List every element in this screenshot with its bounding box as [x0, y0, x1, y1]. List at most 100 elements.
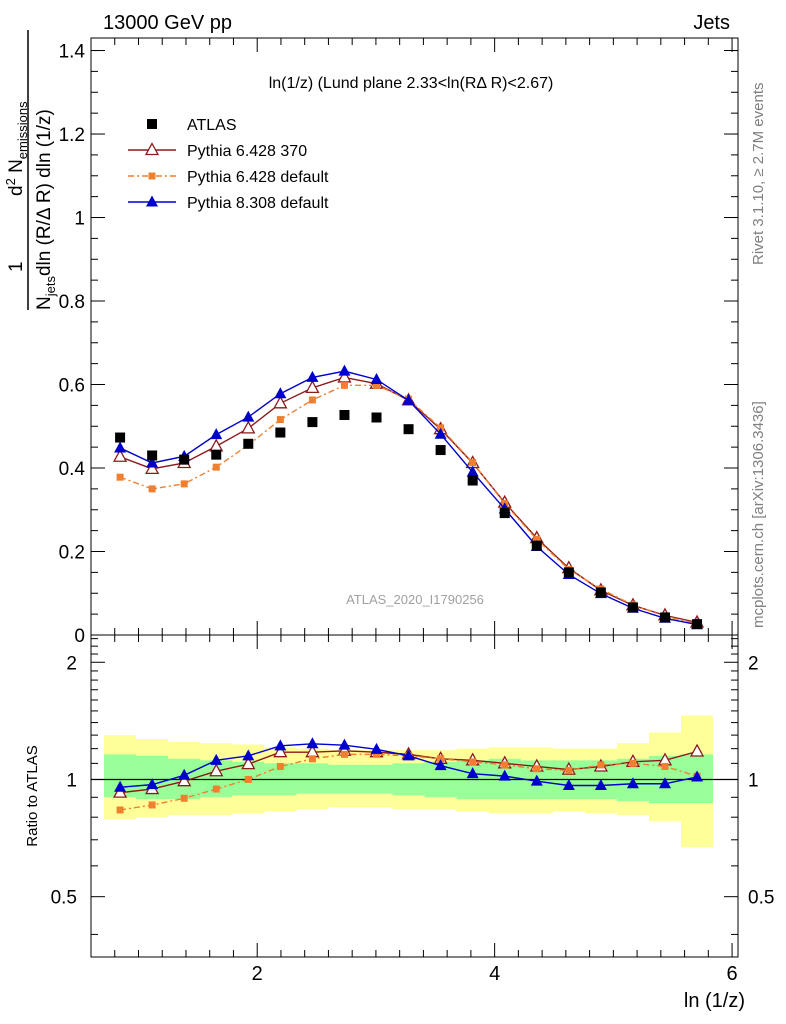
pythia8-point [114, 441, 127, 453]
pythia8-point [530, 774, 543, 786]
atlas-data-point [659, 612, 670, 623]
pythia8-point [658, 777, 671, 789]
pythia6-default-point [437, 755, 445, 763]
pythia6-default-point [116, 806, 124, 814]
atlas-data-point [243, 438, 254, 449]
pythia6-default-point [661, 762, 669, 770]
ratio-y-axis-label: Ratio to ATLAS [24, 745, 41, 846]
atlas-data-point [531, 540, 542, 551]
y-tick-label: 1.2 [59, 125, 85, 146]
pythia8-point [210, 753, 223, 765]
pythia6-default-point [469, 459, 477, 467]
series-pythia-8-308-default [114, 364, 704, 630]
pythia6-default-point [276, 416, 284, 424]
pythia6-default-point [308, 396, 316, 404]
y-axis-label: 1 Njetsdln (R/Δ R) dln (1/z) d2 Nemissio… [3, 30, 58, 310]
pythia8-point [691, 770, 704, 782]
y-tick-label: 0.2 [59, 543, 85, 564]
header-right-label: Jets [693, 12, 730, 34]
pythia6-default-point [148, 485, 156, 493]
pythia6-default-point [533, 535, 541, 543]
pythia6-default-point [340, 381, 348, 389]
pythia8-point [146, 195, 158, 207]
legend-label: Pythia 6.428 default [187, 169, 329, 186]
pythia8-point [466, 767, 479, 779]
atlas-data-point [435, 445, 446, 456]
pythia8-point [370, 742, 383, 754]
ratio-y-tick-label-right: 1 [748, 770, 759, 791]
pythia6-default-point [244, 775, 252, 783]
rivet-label: Rivet 3.1.10, ≥ 2.7M events [750, 83, 767, 266]
y-tick-label: 0.4 [59, 459, 86, 480]
series-pythia-6-428-370 [112, 369, 705, 628]
ratio-y-tick-label: 2 [66, 653, 77, 674]
pythia8-point [434, 759, 447, 771]
pythia8-point [146, 456, 159, 468]
mcplots-label: mcplots.cern.ch [arXiv:1306.3436] [750, 401, 767, 628]
ratio-y-tick-label-right: 0.5 [748, 888, 774, 909]
ratio-series-pythia-8-308-default [114, 737, 704, 792]
stat-uncertainty-band [104, 754, 714, 804]
atlas-data-point [595, 587, 606, 598]
pythia8-point [306, 370, 319, 382]
y-tick-label: 0.6 [59, 376, 85, 397]
header-left-label: 13000 GeV pp [103, 12, 232, 34]
pythia8-point [402, 393, 415, 405]
pythia8-point [210, 428, 223, 440]
pythia8-point [242, 749, 255, 761]
atlas-data-point [115, 432, 126, 443]
series-atlas [115, 409, 703, 630]
pythia6-default-point [533, 765, 541, 773]
series-line [119, 384, 698, 625]
pythia6-370-point [177, 773, 192, 787]
pythia6-default-point [629, 759, 637, 767]
series-line [119, 376, 698, 624]
pythia6-370-point [241, 420, 256, 434]
pythia6-default-point [276, 762, 284, 770]
atlas-data-point [147, 450, 158, 461]
legend-entry: Pythia 6.428 370 [128, 142, 307, 160]
pythia6-370-point [112, 448, 128, 462]
pythia6-370-point [209, 438, 224, 452]
main-plot-panel: 0 0.2 0.4 0.6 0.8 1 1.2 1.4 ln(1/z) (Lund plane… [59, 37, 739, 647]
pythia8-point [338, 738, 351, 750]
plot-title: ln(1/z) (Lund plane 2.33<ln(RΔ R)<2.67) [269, 75, 554, 92]
legend-entry: ATLAS [147, 117, 237, 134]
pythia6-default-point [180, 794, 188, 802]
pythia6-default-point [148, 801, 156, 809]
pythia6-default-point [373, 750, 381, 758]
pythia6-370-point [209, 763, 224, 777]
pythia6-default-point [212, 463, 220, 471]
ratio-plot-frame [90, 634, 739, 958]
x-tick-label: 4 [489, 963, 500, 985]
svg-text:d2 Nemissions: d2 Nemissions [3, 101, 30, 196]
pythia6-370-point [241, 756, 256, 770]
ratio-plot-panel: 0.5 0.5 1 1 2 2 2 4 6 Ratio to ATLAS ln (1/z) [24, 634, 774, 1012]
pythia6-default-point [565, 766, 573, 774]
pythia8-point [434, 427, 447, 439]
pythia6-default-point [180, 480, 188, 488]
atlas-data-point [499, 508, 510, 519]
atlas-data-point [403, 424, 414, 435]
atlas-data-point [147, 119, 157, 129]
pythia6-370-point [273, 395, 288, 409]
pythia8-point [594, 779, 607, 791]
pythia8-point [178, 768, 191, 780]
pythia6-default-point [501, 761, 509, 769]
ratio-y-tick-label: 1 [66, 770, 77, 791]
pythia6-370-point [273, 744, 288, 758]
pythia8-point [626, 777, 639, 789]
legend: ATLAS Pythia 6.428 370 Pythia 6.428 defaul… [128, 117, 329, 212]
pythia8-point [402, 749, 415, 761]
watermark-label: ATLAS_2020_I1790256 [346, 592, 484, 607]
legend-label: ATLAS [187, 117, 237, 134]
y-tick-label: 0.8 [59, 292, 85, 313]
pythia6-370-point [144, 142, 160, 156]
legend-label: Pythia 6.428 370 [187, 143, 307, 160]
atlas-data-point [275, 427, 286, 438]
pythia6-default-point [148, 172, 156, 180]
svg-text:1: 1 [6, 261, 27, 272]
pythia8-point [274, 739, 287, 751]
ratio-y-tick-label-right: 2 [748, 653, 759, 674]
